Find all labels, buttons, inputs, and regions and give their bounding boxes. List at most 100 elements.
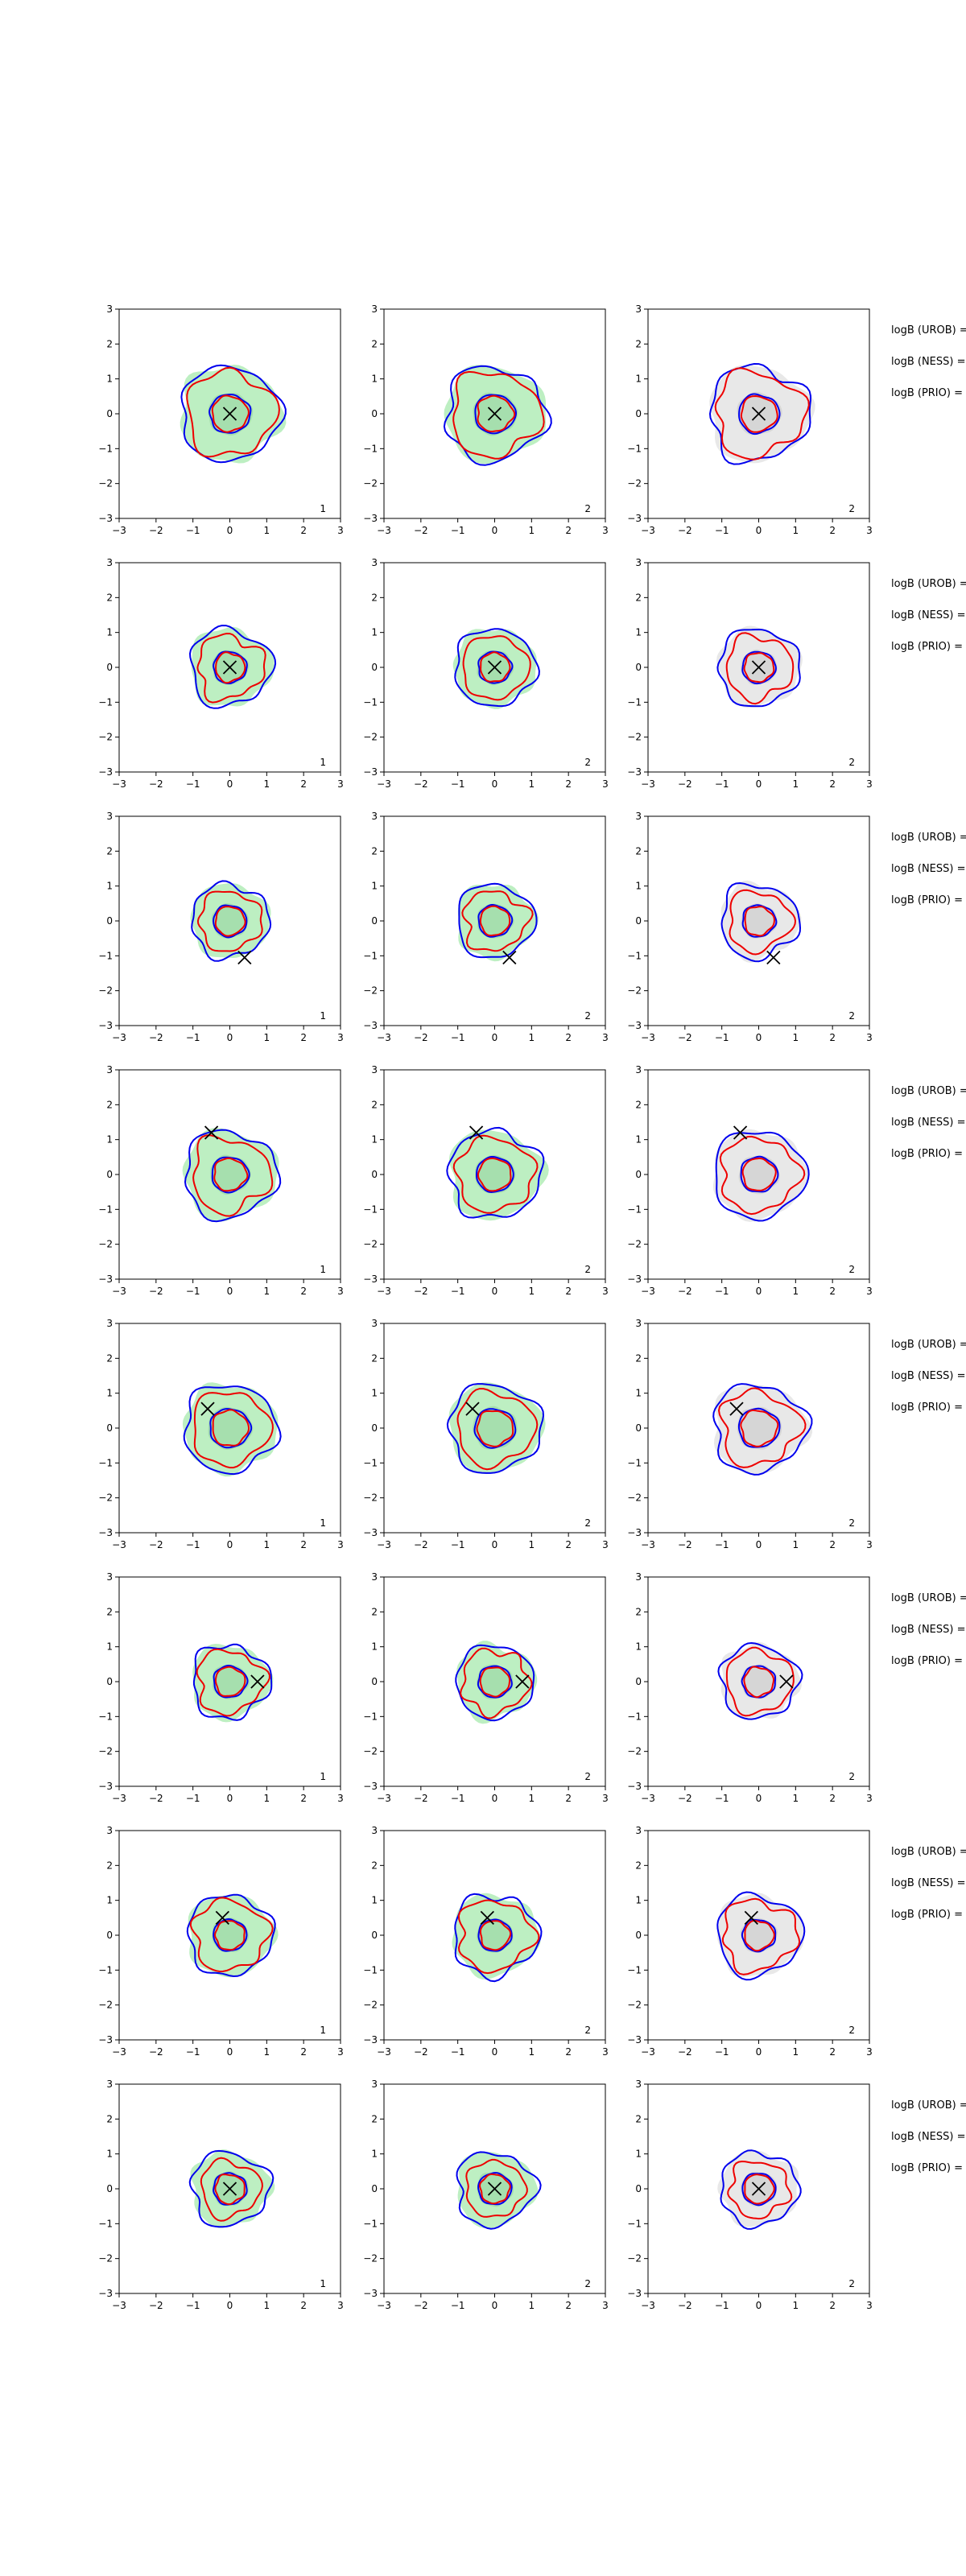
x-tick-label: 3: [866, 778, 873, 790]
x-tick-label: −3: [112, 2300, 126, 2311]
red-contour-outer: [717, 1387, 807, 1468]
x-tick-label: 1: [793, 2046, 799, 2058]
y-tick-label: 0: [635, 1676, 642, 1687]
blue-contour-outer: [454, 628, 540, 708]
y-tick-label: −2: [98, 1746, 113, 1757]
y-tick-label: −3: [627, 1020, 642, 1031]
x-tick-label: −2: [149, 2300, 163, 2311]
red-contour-outer: [196, 890, 263, 952]
x-tick-label: 3: [602, 1539, 609, 1550]
logB-label: logB (UROB) =: [891, 1085, 966, 1097]
x-tick-label: 3: [602, 1032, 609, 1043]
y-tick-label: −2: [98, 2253, 113, 2264]
y-tick-label: −3: [98, 766, 113, 778]
y-tick-label: 3: [371, 2079, 378, 2090]
y-tick-label: 1: [106, 1641, 113, 1653]
y-tick-label: 3: [106, 1318, 113, 1329]
y-tick-label: 2: [371, 1606, 378, 1617]
x-tick-label: 1: [264, 2046, 270, 2058]
blue-contour-outer: [717, 1641, 803, 1720]
y-tick-label: −3: [98, 1020, 113, 1031]
true-value-marker: [515, 1674, 530, 1689]
y-tick-label: 2: [106, 845, 113, 857]
x-tick-label: −2: [414, 1286, 428, 1297]
blue-contour-outer: [712, 1383, 813, 1476]
y-tick-label: 0: [106, 1676, 113, 1687]
y-tick-label: −2: [627, 478, 642, 489]
x-tick-label: −2: [149, 2046, 163, 2058]
y-tick-label: 0: [106, 1422, 113, 1434]
x-tick-label: 2: [300, 778, 307, 790]
blue-contour-inner: [213, 904, 248, 939]
red-contour-outer: [461, 890, 534, 952]
red-contour-inner: [477, 1158, 512, 1192]
true-value-marker: [751, 2182, 766, 2196]
blue-contour-outer: [456, 2151, 542, 2230]
panel-r2-c1: −3 −2 −1 0 1 2 3 3 2 1 0 −1 −2 −3 1: [98, 557, 344, 790]
true-value-marker: [487, 660, 502, 675]
x-tick-label: −2: [414, 2046, 428, 2058]
y-tick-label: 0: [371, 1930, 378, 1941]
x-tick-label: 2: [829, 525, 836, 536]
blue-contour-inner: [213, 650, 248, 684]
y-tick-label: 3: [371, 811, 378, 822]
x-tick-label: −1: [186, 525, 200, 536]
x-tick-label: 0: [492, 778, 498, 790]
y-tick-label: 1: [371, 881, 378, 892]
y-tick-label: 1: [106, 1134, 113, 1146]
red-contour-inner: [744, 2174, 775, 2205]
x-tick-label: −1: [451, 1032, 465, 1043]
x-tick-label: −2: [414, 778, 428, 790]
y-tick-label: −1: [627, 950, 642, 961]
red-contour-outer: [193, 1392, 274, 1469]
blue-contour-inner: [477, 1665, 513, 1699]
x-tick-label: 3: [337, 2300, 344, 2311]
blue-contour-outer: [184, 1129, 282, 1223]
panel-r3-c1: −3 −2 −1 0 1 2 3 3 2 1 0 −1 −2 −3 1: [98, 811, 344, 1043]
blue-contour-outer: [455, 1644, 535, 1722]
x-tick-label: −1: [451, 525, 465, 536]
logB-label: logB (NESS) =: [891, 1370, 965, 1382]
red-contour-inner: [212, 1409, 250, 1447]
logB-label: logB (NESS) =: [891, 1877, 965, 1889]
red-contour-outer: [196, 632, 266, 704]
y-tick-label: 0: [106, 2183, 113, 2194]
y-tick-label: 0: [371, 915, 378, 927]
y-tick-label: 2: [106, 1352, 113, 1364]
true-value-marker: [751, 660, 766, 675]
y-tick-label: −1: [98, 696, 113, 708]
y-tick-label: −3: [98, 513, 113, 524]
red-contour-outer: [452, 370, 545, 460]
x-tick-label: −3: [377, 1793, 391, 1804]
y-tick-label: −3: [627, 1274, 642, 1285]
red-contour-inner: [215, 651, 246, 684]
y-tick-label: 3: [635, 303, 642, 315]
y-tick-label: 0: [371, 1169, 378, 1180]
y-tick-label: 0: [106, 915, 113, 927]
y-tick-label: 1: [635, 1641, 642, 1653]
y-tick-label: 0: [106, 408, 113, 419]
x-tick-label: 1: [264, 1539, 270, 1550]
blue-contour-inner: [213, 2172, 248, 2206]
red-contour-inner: [214, 906, 246, 937]
x-tick-label: 3: [866, 525, 873, 536]
y-tick-label: 0: [635, 1169, 642, 1180]
red-contour-inner: [480, 651, 511, 683]
red-contour-outer: [196, 1648, 270, 1717]
panel-r6-c1: −3 −2 −1 0 1 2 3 3 2 1 0 −1 −2 −3 1: [98, 1571, 344, 1804]
y-tick-label: 2: [106, 1606, 113, 1617]
blue-contour-outer: [192, 1643, 273, 1721]
x-tick-label: −3: [377, 1286, 391, 1297]
y-tick-label: −1: [627, 1964, 642, 1975]
red-contour-outer: [189, 1897, 274, 1973]
y-tick-label: 2: [635, 592, 642, 603]
red-contour-outer: [721, 1897, 801, 1975]
panel-corner-label: 1: [320, 2278, 326, 2289]
y-tick-label: 1: [106, 2149, 113, 2160]
y-tick-label: −2: [98, 2000, 113, 2011]
density-core: [475, 1154, 516, 1194]
x-tick-label: −1: [451, 2046, 465, 2058]
red-contour-outer: [465, 2158, 528, 2218]
x-tick-label: 1: [529, 2300, 535, 2311]
